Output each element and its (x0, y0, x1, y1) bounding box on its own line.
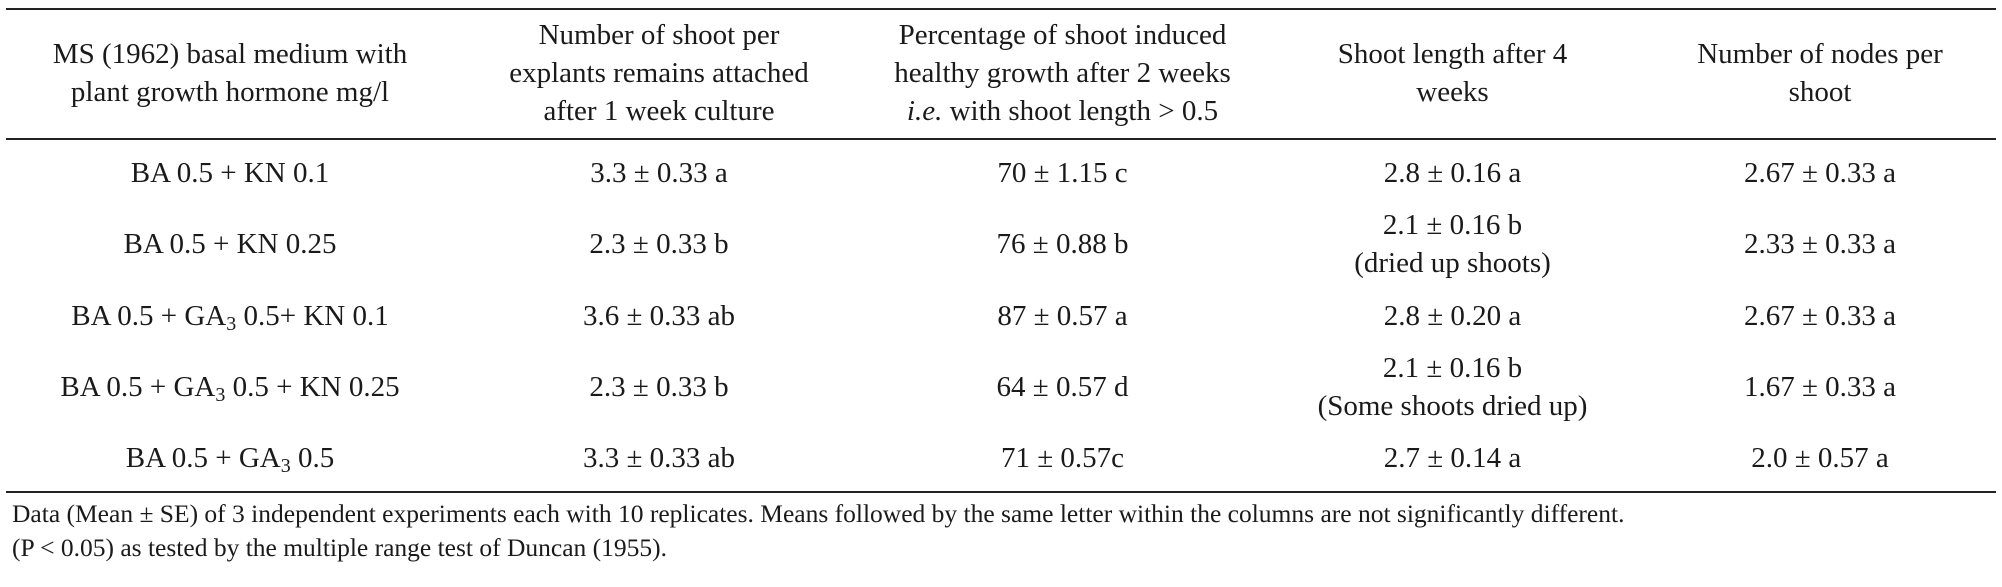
table-row: BA 0.5 + KN 0.25 2.3 ± 0.33 b 76 ± 0.88 … (6, 206, 1996, 282)
cell-shoots: 2.3 ± 0.33 b (589, 228, 729, 260)
cell-shoots: 3.3 ± 0.33 a (590, 157, 728, 189)
header-line: plant growth hormone mg/l (70, 76, 390, 108)
cell-shoots: 3.6 ± 0.33 ab (582, 299, 736, 332)
header-line: MS (1962) basal medium with (52, 38, 408, 70)
cell-shoots: 2.3 ± 0.33 b (589, 371, 729, 403)
subscript: 3 (226, 312, 237, 335)
table-row: BA 0.5 + KN 0.1 3.3 ± 0.33 a 70 ± 1.15 c… (6, 139, 1996, 206)
cell-nodes: 2.0 ± 0.57 a (1644, 425, 1996, 493)
treatment-text: 0.5 + KN 0.25 (225, 371, 400, 403)
cell-treatment: BA 0.5 + GA3 0.5+ KN 0.1 (6, 282, 454, 349)
cell-length: 2.7 ± 0.14 a (1261, 425, 1644, 493)
header-treatment: MS (1962) basal medium with plant growth… (6, 8, 454, 140)
cell-percent: 76 ± 0.88 b (996, 228, 1129, 260)
treatment-text: BA 0.5 + GA (125, 442, 281, 474)
header-line-3: i.e. with shoot length > 0.5 (864, 92, 1261, 130)
header-line: Shoot length after 4 (1337, 38, 1568, 70)
footnote-line: Data (Mean ± SE) of 3 independent experi… (12, 499, 1625, 528)
subscript: 3 (280, 455, 291, 477)
treatment-text: BA 0.5 + GA (60, 371, 216, 403)
treatment-text: BA 0.5 + KN 0.25 (123, 228, 337, 260)
cell-length: 2.1 ± 0.16 b (dried up shoots) (1261, 206, 1644, 282)
cell-treatment: BA 0.5 + GA3 0.5 + KN 0.25 (6, 349, 454, 425)
treatment-text: BA 0.5 + KN 0.1 (130, 157, 330, 189)
results-table: MS (1962) basal medium with plant growth… (6, 8, 1996, 493)
header-row: MS (1962) basal medium with plant growth… (6, 8, 1996, 140)
header-line-3-text: with shoot length > 0.5 (949, 95, 1219, 127)
length-note: (Some shoots dried up) (1317, 390, 1588, 422)
cell-percent: 71 ± 0.57c (864, 425, 1261, 493)
header-line: Number of nodes per (1697, 38, 1943, 70)
table-row: BA 0.5 + GA3 0.5 3.3 ± 0.33 ab 71 ± 0.57… (6, 425, 1996, 493)
header-line: after 1 week culture (543, 95, 775, 127)
header-line: explants remains attached (509, 57, 809, 89)
header-line: weeks (1416, 76, 1489, 108)
treatment-text: 0.5+ KN 0.1 (236, 299, 389, 332)
cell-length: 2.8 ± 0.20 a (1383, 299, 1522, 332)
cell-length: 2.1 ± 0.16 b (Some shoots dried up) (1261, 349, 1644, 425)
subscript: 3 (215, 384, 226, 406)
cell-treatment: BA 0.5 + KN 0.1 (6, 139, 454, 206)
table-row: BA 0.5 + GA3 0.5 + KN 0.25 2.3 ± 0.33 b … (6, 349, 1996, 425)
treatment-text: 0.5 (290, 442, 335, 474)
header-ie: i.e. (906, 95, 943, 127)
cell-treatment: BA 0.5 + KN 0.25 (6, 206, 454, 282)
cell-nodes: 1.67 ± 0.33 a (1743, 371, 1897, 403)
header-length: Shoot length after 4 weeks (1261, 8, 1644, 140)
header-line: Number of shoot per (538, 19, 780, 51)
cell-treatment: BA 0.5 + GA3 0.5 (6, 425, 454, 493)
header-line: shoot (1788, 76, 1852, 108)
header-shoots: Number of shoot per explants remains att… (454, 8, 864, 140)
length-value: 2.1 ± 0.16 b (1382, 209, 1523, 241)
cell-nodes: 2.33 ± 0.33 a (1743, 228, 1897, 260)
cell-nodes: 2.67 ± 0.33 a (1743, 157, 1897, 189)
header-line: Percentage of shoot induced (898, 19, 1227, 51)
cell-percent: 87 ± 0.57 a (997, 299, 1128, 332)
cell-percent: 64 ± 0.57 d (996, 371, 1129, 403)
footnote-line: (P < 0.05) as tested by the multiple ran… (12, 533, 668, 562)
cell-length: 2.8 ± 0.16 a (1383, 157, 1522, 189)
table-footnote: Data (Mean ± SE) of 3 independent experi… (12, 497, 1994, 565)
header-percent: Percentage of shoot induced healthy grow… (864, 8, 1261, 140)
cell-shoots: 3.3 ± 0.33 ab (454, 425, 864, 493)
table-row: BA 0.5 + GA3 0.5+ KN 0.1 3.6 ± 0.33 ab 8… (6, 282, 1996, 349)
cell-nodes: 2.67 ± 0.33 a (1743, 299, 1897, 332)
length-note: (dried up shoots) (1354, 247, 1551, 279)
treatment-text: BA 0.5 + GA (71, 299, 227, 332)
header-line: healthy growth after 2 weeks (894, 57, 1231, 89)
header-nodes: Number of nodes per shoot (1644, 8, 1996, 140)
cell-percent: 70 ± 1.15 c (997, 157, 1128, 189)
length-value: 2.1 ± 0.16 b (1382, 352, 1523, 384)
